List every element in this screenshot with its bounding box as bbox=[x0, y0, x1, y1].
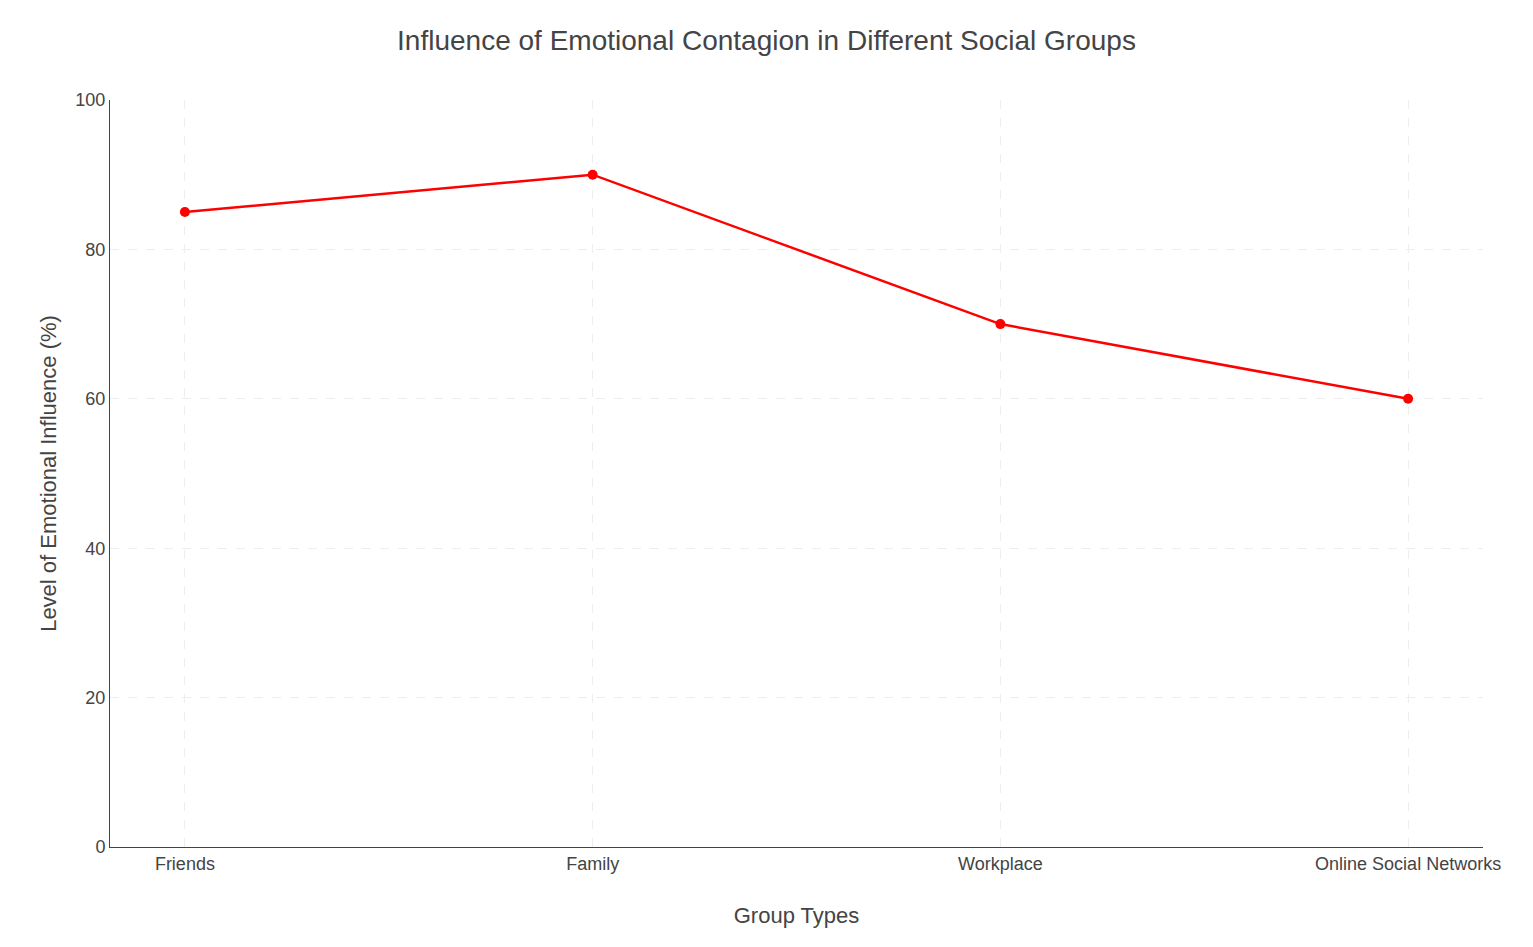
svg-text:0: 0 bbox=[95, 837, 105, 857]
svg-text:Influence of Emotional Contagi: Influence of Emotional Contagion in Diff… bbox=[397, 25, 1136, 56]
svg-text:100: 100 bbox=[75, 90, 105, 110]
svg-text:Level of Emotional Influence (: Level of Emotional Influence (%) bbox=[36, 315, 61, 632]
svg-text:Family: Family bbox=[566, 854, 619, 874]
svg-text:Workplace: Workplace bbox=[958, 854, 1043, 874]
svg-text:20: 20 bbox=[85, 688, 105, 708]
svg-text:80: 80 bbox=[85, 240, 105, 260]
svg-text:Group Types: Group Types bbox=[734, 903, 860, 928]
svg-text:40: 40 bbox=[85, 539, 105, 559]
svg-text:60: 60 bbox=[85, 389, 105, 409]
svg-text:Online Social Networks: Online Social Networks bbox=[1315, 854, 1501, 874]
svg-text:Friends: Friends bbox=[155, 854, 215, 874]
